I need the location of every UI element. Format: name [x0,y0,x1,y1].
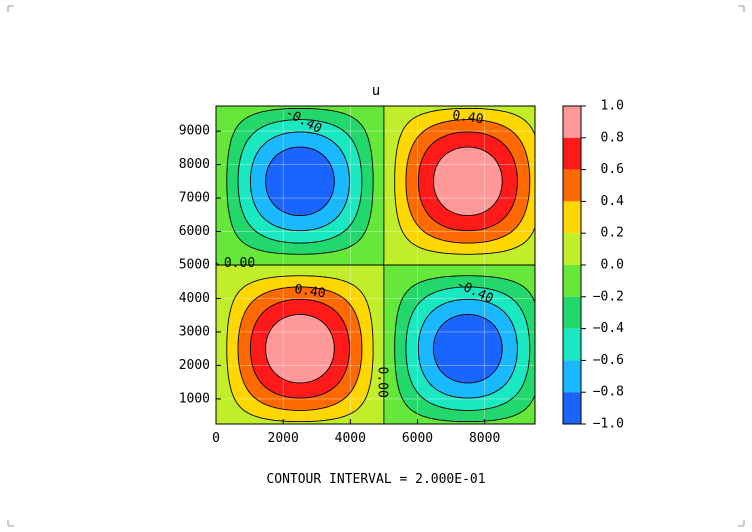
colorbar-swatch [563,106,581,138]
colorbar-swatch [563,296,581,329]
colorbar-swatch [563,392,581,424]
y-tick-label: 3000 [179,324,210,339]
contour-line [265,146,503,384]
y-tick-label: 8000 [179,157,210,172]
y-tick-label: 6000 [179,224,210,239]
colorbar-tick-label: 1.0 [601,99,624,114]
colorbar-tick-label: 0.0 [601,258,624,273]
colorbar-swatch [563,328,581,361]
y-tick-label: 7000 [179,191,210,206]
y-tick-label: 5000 [179,258,210,273]
colorbar-swatch [563,169,581,202]
contour-line [249,131,518,399]
colorbar-tick-label: 0.6 [601,162,624,177]
contour-interval-annotation: CONTOUR INTERVAL = 2.000E-01 [266,472,485,487]
contour-line [249,131,518,399]
contour-line [265,146,503,384]
colorbar-tick-label: −0.2 [593,289,624,304]
x-tick-label: 0 [212,431,220,446]
y-tick-label: 4000 [179,291,210,306]
x-axis: 0 2000 4000 6000 8000 [212,419,500,446]
y-tick-label: 2000 [179,358,210,373]
x-tick-label: 4000 [335,431,366,446]
contour-label: 0.00 [375,367,390,398]
contour-line [237,119,531,411]
colorbar-tick-label: −0.4 [593,321,624,336]
contour-line [226,107,536,423]
y-tick-label: 1000 [179,391,210,406]
x-tick-label: 8000 [469,431,500,446]
colorbar-swatch [563,137,581,170]
plot-area: -0.40 0.400.000.40 -0.400.00 [215,105,536,425]
contour-label: 0.00 [224,256,255,271]
colorbar-swatch [563,233,581,265]
contour-line [226,107,536,423]
crop-marks [7,5,745,527]
colorbar-tick-label: 0.4 [601,194,625,209]
y-tick-label: 9000 [179,124,210,139]
colorbar-swatch [563,265,581,297]
colorbar-swatch [563,201,581,234]
chart-title: u [372,83,380,99]
colorbar-tick-label: 0.8 [601,130,624,145]
x-tick-label: 2000 [268,431,299,446]
contour-label: 0.40 [293,282,326,301]
colorbar-tick-label: 0.2 [601,226,624,241]
colorbar-tick-label: −0.8 [593,385,624,400]
colorbar-tick-label: −1.0 [593,417,624,432]
contour-line [237,119,531,411]
colorbar: 1.0 0.8 0.6 0.4 0.2 0.0 −0.2 −0.4 −0.6 −0.8 −1.0 [562,99,625,432]
y-axis: 1000 2000 3000 4000 5000 6000 7000 8000 9000 [179,124,221,406]
contour-label: 0.40 [451,108,484,127]
colorbar-tick-label: −0.6 [593,353,624,368]
x-tick-label: 6000 [402,431,433,446]
contour-lines [215,106,536,424]
colorbar-swatch [563,360,581,393]
